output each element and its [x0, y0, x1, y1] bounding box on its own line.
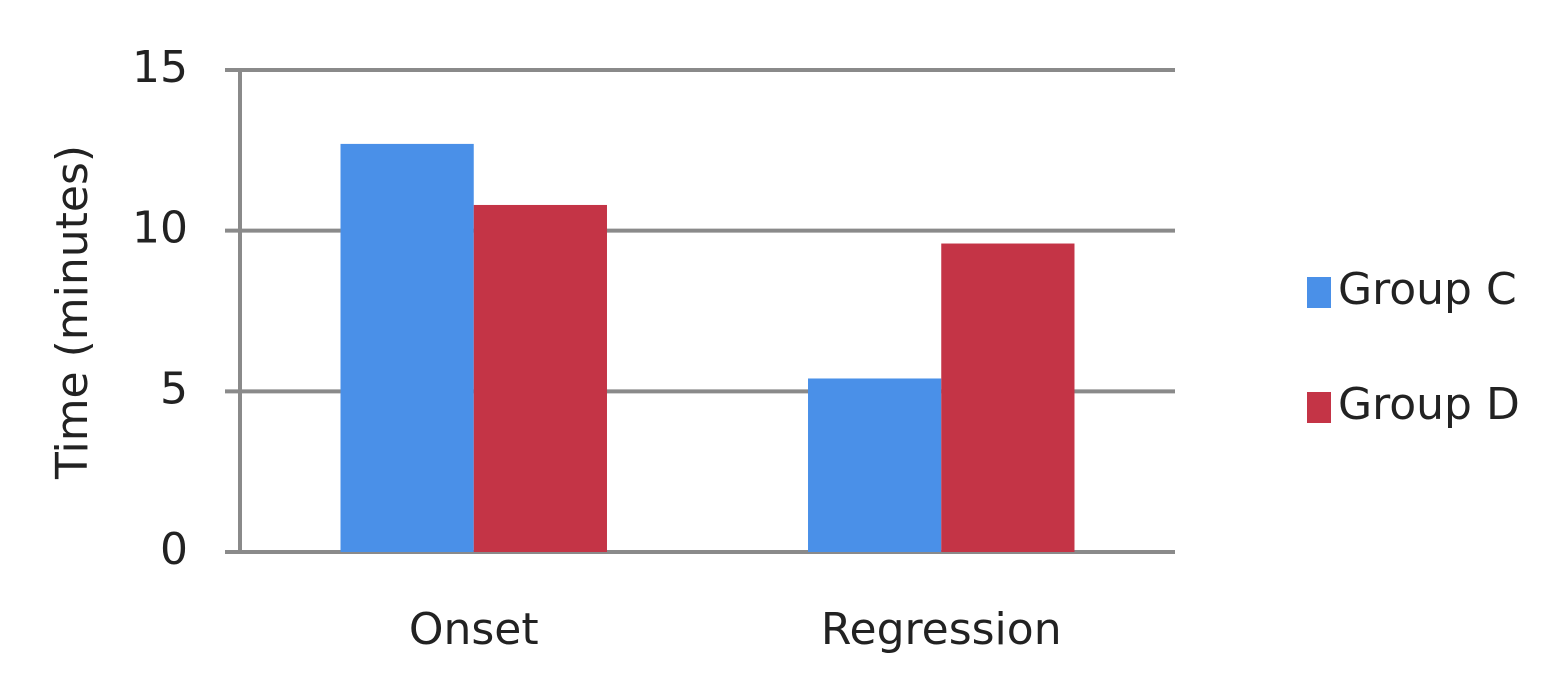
y-tick-label: 15: [132, 42, 188, 93]
y-tick-label: 10: [132, 203, 188, 254]
x-tick-label: Regression: [821, 604, 1062, 655]
bar: [473, 204, 607, 552]
x-tick-label: Onset: [409, 604, 539, 655]
legend-swatch: [1307, 277, 1331, 308]
bar: [941, 243, 1075, 552]
y-axis-title: Time (minutes): [47, 145, 98, 480]
legend-swatch: [1307, 392, 1331, 423]
bar: [808, 378, 942, 552]
y-tick-label: 0: [160, 524, 188, 575]
legend-label: Group C: [1338, 264, 1517, 315]
bar: [340, 143, 474, 552]
y-tick-label: 5: [160, 363, 188, 414]
legend-label: Group D: [1338, 379, 1520, 430]
